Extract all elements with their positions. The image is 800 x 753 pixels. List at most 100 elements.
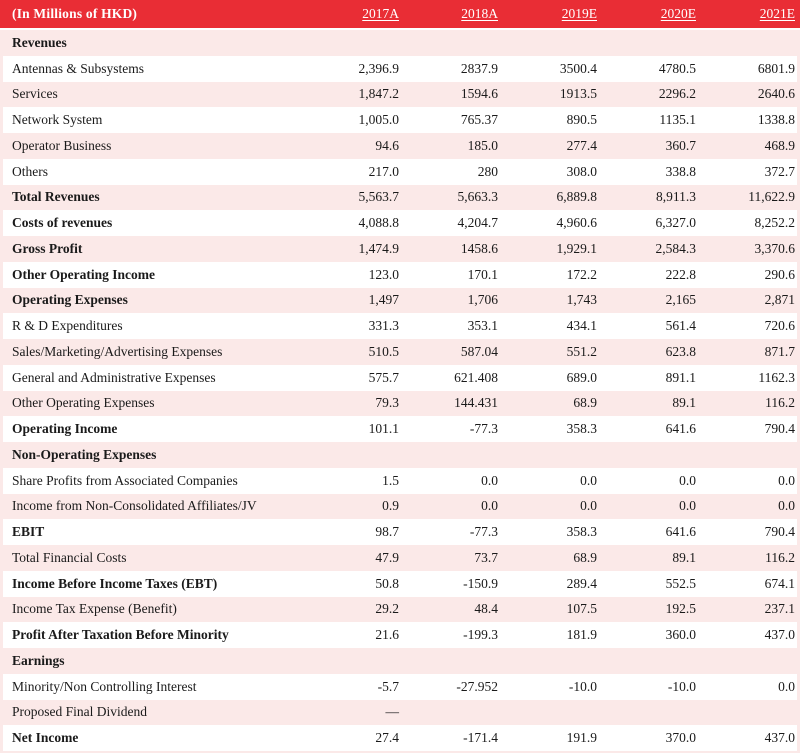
cell-value: -5.7 [377, 678, 399, 694]
cell-value: 277.4 [566, 137, 597, 153]
cell-value: 575.7 [368, 369, 399, 385]
cell-value: 437.0 [764, 627, 795, 643]
cell-value: 27.4 [375, 730, 399, 746]
table-row: Others 217.0 280 308.0 338.8 372.7 [0, 158, 800, 185]
cell-value: 689.0 [566, 369, 597, 385]
cell-value: 101.1 [368, 421, 399, 437]
table-row: Operating Expenses 1,497 1,706 1,743 2,165 2,… [0, 287, 800, 314]
table-row: EBIT 98.7 -77.3 358.3 641.6 790.4 [0, 519, 800, 545]
cell-value: 1,847.2 [358, 86, 400, 102]
cell-value: 0.0 [778, 498, 795, 514]
cell-value: 0.0 [481, 472, 498, 488]
cell-value: 370.0 [665, 730, 696, 746]
cell-value: 11,622.9 [748, 189, 795, 205]
cell-value: 192.5 [665, 601, 696, 617]
row-label: Non-Operating Expenses [12, 446, 157, 462]
cell-value: 68.9 [573, 395, 597, 411]
cell-value: 1338.8 [757, 112, 795, 128]
cell-value: 0.0 [778, 678, 795, 694]
cell-value: -77.3 [469, 524, 498, 540]
header-separator [0, 28, 800, 30]
cell-value: 21.6 [375, 627, 399, 643]
cell-value: 3,370.6 [754, 240, 796, 256]
table-row: Costs of revenues 4,088.8 4,204.7 4,960.6 6,… [0, 210, 800, 236]
cell-value: 2,165 [665, 292, 696, 308]
table-row: Share Profits from Associated Companies 1… [0, 467, 800, 494]
row-label: General and Administrative Expenses [12, 369, 216, 385]
cell-value: 1913.5 [559, 86, 597, 102]
row-label: Other Operating Income [12, 266, 155, 282]
cell-value: 1,474.9 [358, 240, 400, 256]
cell-value: 2,584.3 [655, 240, 697, 256]
row-label: Antennas & Subsystems [12, 60, 145, 76]
cell-value: 1,005.0 [358, 112, 400, 128]
cell-value: 358.3 [566, 421, 597, 437]
row-label: Revenues [12, 34, 67, 50]
cell-value: 2,396.9 [358, 60, 400, 76]
cell-value: 587.04 [460, 343, 498, 359]
cell-value: 181.9 [566, 627, 597, 643]
cell-value: 6,889.8 [556, 189, 598, 205]
cell-value: 4780.5 [658, 60, 696, 76]
table-row: Services 1,847.2 1594.6 1913.5 2296.2 2640.6 [0, 81, 800, 108]
year-column-label: 2019E [561, 6, 597, 21]
table-row: Antennas & Subsystems 2,396.9 2837.9 3500.4… [0, 55, 800, 82]
cell-value: 0.0 [778, 472, 795, 488]
row-label: EBIT [12, 524, 45, 540]
table-row: Sales/Marketing/Advertising Expenses 510.… [0, 339, 800, 365]
cell-value: — [385, 704, 400, 720]
row-label: Operator Business [12, 137, 112, 153]
cell-value: 1,706 [467, 292, 498, 308]
cell-value: 94.6 [375, 137, 399, 153]
cell-value: 107.5 [566, 601, 597, 617]
cell-value: 890.5 [566, 112, 597, 128]
cell-value: 552.5 [665, 575, 696, 591]
cell-value: 1,497 [368, 292, 399, 308]
row-label: Operating Income [12, 421, 118, 437]
row-label: R & D Expenditures [12, 318, 123, 334]
cell-value: 790.4 [764, 421, 795, 437]
table-row: Income Before Income Taxes (EBT) 50.8 -150… [0, 570, 800, 597]
row-label: Income Tax Expense (Benefit) [12, 601, 177, 617]
year-column-header: 2017A [305, 6, 404, 22]
cell-value: 5,663.3 [457, 189, 499, 205]
cell-value: 4,204.7 [457, 215, 499, 231]
cell-value: 621.408 [454, 369, 498, 385]
table-row: Gross Profit 1,474.9 1458.6 1,929.1 2,584.3 3… [0, 236, 800, 262]
row-label: Services [12, 86, 58, 102]
cell-value: 308.0 [566, 163, 597, 179]
unit-label: (In Millions of HKD) [12, 6, 138, 21]
cell-value: 6801.9 [757, 60, 795, 76]
cell-value: 2640.6 [757, 86, 795, 102]
bottom-edge-border [0, 751, 800, 753]
table-row: Network System 1,005.0 765.37 890.5 1135.1 13… [0, 107, 800, 133]
row-label: Income Before Income Taxes (EBT) [12, 575, 218, 591]
table-row: Total Financial Costs 47.9 73.7 68.9 89.1 116… [0, 545, 800, 571]
cell-value: 437.0 [764, 730, 795, 746]
cell-value: 360.7 [665, 137, 696, 153]
cell-value: 561.4 [665, 318, 696, 334]
cell-value: 116.2 [765, 395, 795, 411]
cell-value: 468.9 [764, 137, 795, 153]
cell-value: 290.6 [764, 266, 795, 282]
cell-value: 0.0 [679, 472, 696, 488]
cell-value: 68.9 [573, 549, 597, 565]
cell-value: 331.3 [368, 318, 399, 334]
cell-value: -199.3 [463, 627, 498, 643]
cell-value: 871.7 [764, 343, 795, 359]
cell-value: 1458.6 [460, 240, 498, 256]
cell-value: -150.9 [463, 575, 498, 591]
cell-value: 98.7 [375, 524, 399, 540]
row-label: Other Operating Expenses [12, 395, 155, 411]
cell-value: 790.4 [764, 524, 795, 540]
row-label: Share Profits from Associated Companies [12, 472, 238, 488]
cell-value: 360.0 [665, 627, 696, 643]
cell-value: 237.1 [764, 601, 795, 617]
year-column-header: 2019E [503, 6, 602, 22]
cell-value: 144.431 [454, 395, 498, 411]
cell-value: 2296.2 [658, 86, 696, 102]
cell-value: 0.0 [580, 498, 597, 514]
cell-value: 765.37 [460, 112, 498, 128]
row-label: Profit After Taxation Before Minority [12, 627, 229, 643]
table-row: Profit After Taxation Before Minority 21.… [0, 622, 800, 648]
